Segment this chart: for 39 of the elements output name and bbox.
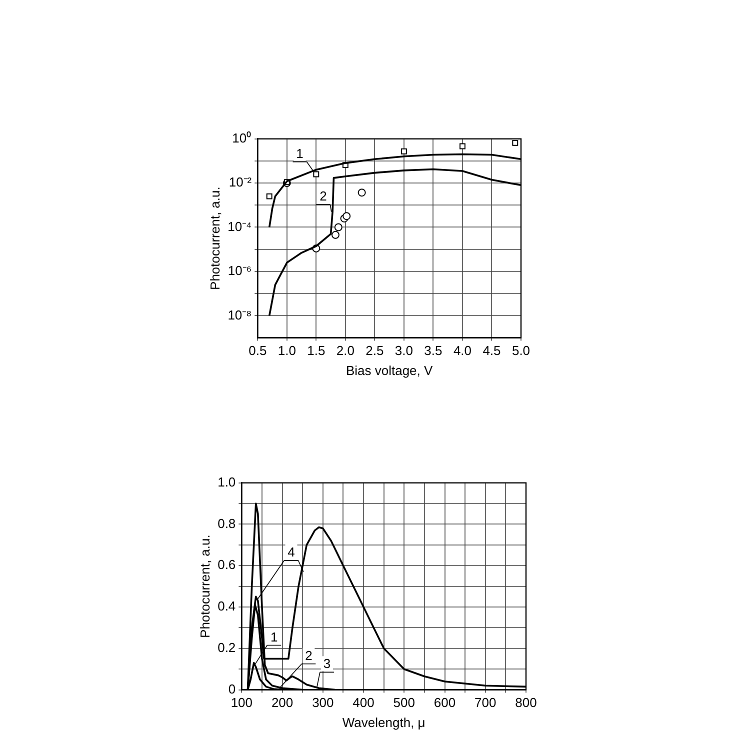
x-tick-label: 2.5 (366, 343, 384, 358)
y-axis-title: Photocurrent, a.u. (197, 534, 212, 638)
x-tick-label: 400 (352, 695, 374, 710)
x-tick-label: 700 (474, 695, 496, 710)
text: 2 (305, 648, 312, 663)
y-tick-label: 10⁻⁴ (228, 218, 252, 234)
y-tick-label: 0.2 (218, 640, 236, 655)
x-tick-label: 100 (230, 695, 253, 710)
series-label: 1 (270, 629, 278, 644)
y-tick-label: 0.6 (218, 557, 236, 572)
x-tick-label: 3.0 (394, 343, 413, 358)
y-tick-label: 10⁻⁶ (228, 263, 252, 278)
series-label: 4 (288, 544, 295, 560)
x-tick-label: 1.0 (278, 343, 296, 358)
y-tick-label: 10⁻⁸ (228, 307, 252, 322)
y-tick-label: 0.4 (218, 598, 236, 614)
x-tick-label: 4.5 (482, 343, 501, 358)
x-tick-label: 2.0 (336, 343, 354, 358)
x-tick-label: 5.0 (512, 343, 530, 358)
x-tick-label: 3.5 (424, 343, 442, 358)
x-axis-title: Bias voltage, V (346, 362, 434, 378)
y-tick-label: 0 (228, 681, 236, 696)
x-axis-title: Wavelength, μ (342, 714, 426, 730)
x-tick-label: 4.0 (453, 343, 472, 358)
x-tick-label: 200 (271, 695, 294, 710)
y-tick-label: 10⁰ (232, 130, 252, 146)
x-tick-label: 300 (312, 695, 334, 710)
y-tick-label: 10⁻² (228, 174, 252, 190)
y-tick-label: 0.8 (218, 516, 236, 531)
x-tick-label: 800 (515, 695, 537, 710)
y-tick-label: 1.0 (218, 474, 236, 490)
series-label: 3 (323, 656, 331, 672)
x-tick-label: 500 (393, 695, 415, 710)
series-label: 1 (296, 146, 304, 161)
x-tick-label: 600 (434, 695, 456, 710)
x-tick-label: 1.5 (307, 343, 326, 358)
y-axis-title: Photocurrent, a.u. (207, 186, 222, 290)
x-tick-label: 0.5 (248, 343, 267, 358)
series-label: 2 (320, 188, 327, 204)
